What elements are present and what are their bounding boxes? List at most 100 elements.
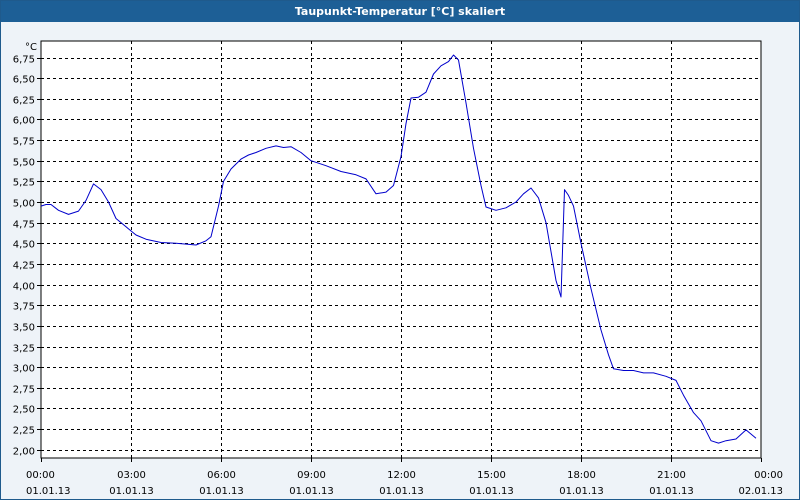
data-point — [608, 354, 609, 355]
data-point — [453, 54, 454, 55]
data-point — [78, 211, 79, 212]
data-point — [175, 243, 176, 244]
data-point — [145, 239, 146, 240]
x-tick-time-label: 21:00 — [657, 470, 686, 481]
data-point — [255, 152, 256, 153]
data-point — [560, 296, 561, 297]
y-tick-label: 3,25 — [13, 344, 35, 355]
x-tick-time-label: 15:00 — [477, 470, 506, 481]
data-point — [125, 226, 126, 227]
series — [40, 54, 757, 444]
data-point — [290, 146, 291, 147]
data-point — [683, 395, 684, 396]
data-point — [135, 234, 136, 235]
data-point — [108, 201, 109, 202]
data-point — [160, 242, 161, 243]
data-point — [195, 244, 196, 245]
data-point — [555, 280, 556, 281]
data-point — [745, 429, 746, 430]
grid — [41, 41, 761, 458]
data-point — [185, 244, 186, 245]
data-point — [115, 218, 116, 219]
data-point — [218, 206, 219, 207]
y-tick-label: 2,75 — [13, 385, 35, 396]
data-point — [205, 240, 206, 241]
data-point — [458, 59, 459, 60]
x-tick-time-label: 00:00 — [26, 470, 55, 481]
data-point — [633, 370, 634, 371]
x-tick-date-label: 01.01.13 — [469, 486, 514, 497]
x-tick-date-label: 01.01.13 — [379, 486, 424, 497]
data-point — [568, 195, 569, 196]
y-tick-label: 6,50 — [13, 75, 35, 86]
x-tick-time-label: 06:00 — [207, 470, 236, 481]
data-point — [40, 206, 41, 207]
data-point — [85, 200, 86, 201]
data-point — [355, 174, 356, 175]
data-point — [523, 193, 524, 194]
x-tick-time-label: 12:00 — [387, 470, 416, 481]
x-tick-time-label: 09:00 — [297, 470, 326, 481]
data-point — [393, 185, 394, 186]
y-tick-label: 5,50 — [13, 158, 35, 169]
data-point — [375, 193, 376, 194]
data-point — [410, 97, 411, 98]
y-tick-label: 2,00 — [13, 447, 35, 458]
data-point — [564, 189, 565, 190]
data-point — [675, 380, 676, 381]
data-point — [613, 368, 614, 369]
y-tick-label: 4,75 — [13, 220, 35, 231]
data-point — [573, 206, 574, 207]
data-point — [385, 192, 386, 193]
data-point — [465, 102, 466, 103]
x-tick-date-label: 02.01.13 — [738, 486, 783, 497]
data-point — [440, 65, 441, 66]
data-point — [310, 160, 311, 161]
x-tick-time-label: 18:00 — [567, 470, 596, 481]
data-point — [665, 376, 666, 377]
data-point — [68, 214, 69, 215]
x-tick-date-label: 01.01.13 — [199, 486, 244, 497]
data-point — [485, 206, 486, 207]
data-point — [223, 181, 224, 182]
y-tick-label: 6,25 — [13, 96, 35, 107]
y-tick-label: 3,50 — [13, 323, 35, 334]
series-line — [40, 54, 757, 444]
data-point — [755, 438, 756, 439]
data-point — [230, 168, 231, 169]
data-point — [710, 440, 711, 441]
data-point — [265, 148, 266, 149]
data-point — [433, 73, 434, 74]
data-point — [300, 152, 301, 153]
data-point — [418, 97, 419, 98]
x-tick-time-label: 00:00 — [754, 470, 783, 481]
data-point — [325, 165, 326, 166]
y-axis-unit-label: °C — [25, 42, 37, 53]
y-tick-label: 4,50 — [13, 240, 35, 251]
data-point — [530, 187, 531, 188]
data-point — [473, 148, 474, 149]
y-tick-label: 3,00 — [13, 364, 35, 375]
window-title: Taupunkt-Temperatur [°C] skaliert — [1, 1, 799, 22]
x-tick-date-label: 01.01.13 — [649, 486, 694, 497]
data-point — [340, 171, 341, 172]
y-tick-label: 5,25 — [13, 178, 35, 189]
data-point — [480, 185, 481, 186]
data-point — [600, 329, 601, 330]
y-tick-label: 6,75 — [13, 55, 35, 66]
y-tick-label: 3,75 — [13, 302, 35, 313]
x-tick-date-label: 01.01.13 — [289, 486, 334, 497]
data-point — [718, 443, 719, 444]
data-point — [693, 412, 694, 413]
data-point — [725, 440, 726, 441]
x-tick-time-label: 03:00 — [117, 470, 146, 481]
y-tick-label: 5,00 — [13, 199, 35, 210]
data-point — [700, 420, 701, 421]
data-point — [275, 145, 276, 146]
y-tick-label: 6,00 — [13, 116, 35, 127]
data-point — [545, 222, 546, 223]
data-point — [100, 189, 101, 190]
data-point — [210, 236, 211, 237]
data-point — [400, 156, 401, 157]
